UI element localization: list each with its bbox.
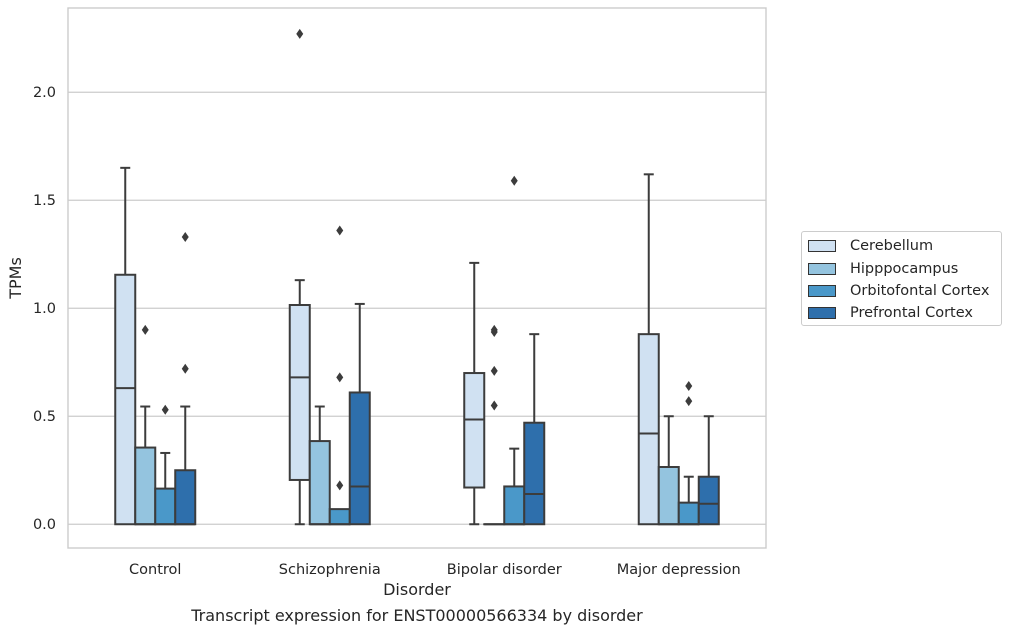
x-tick-label: Control: [129, 562, 181, 578]
box-3-1: [657, 415, 680, 526]
box-1-1: [308, 405, 331, 526]
plot-frame: [67, 7, 767, 549]
outlier-point: [685, 381, 693, 391]
legend-swatch-cerebellum: [808, 240, 836, 252]
legend-swatch-prefrontal: [808, 307, 836, 319]
box-1-3: [348, 302, 371, 526]
box-body: [677, 501, 700, 526]
box-body: [328, 508, 351, 526]
box-0-1: [134, 324, 157, 526]
box-2-0: [463, 261, 486, 526]
legend-item-orbitofrontal: Orbitofontal Cortex: [808, 282, 989, 300]
y-tick-label: 0.0: [33, 517, 56, 533]
box-body: [348, 391, 371, 526]
y-tick-label: 1.5: [33, 193, 56, 209]
outlier-point: [336, 225, 344, 236]
x-tick-label: Bipolar disorder: [447, 562, 562, 578]
box-body: [154, 487, 177, 526]
box-body: [503, 485, 526, 526]
box-body: [308, 440, 331, 526]
y-axis-label: TPMs: [6, 257, 25, 300]
box-0-3: [174, 231, 197, 526]
outlier-point: [161, 404, 169, 415]
y-tick-label: 2.0: [33, 85, 56, 101]
box-body: [288, 304, 311, 481]
box-body: [523, 421, 546, 526]
box-3-2: [677, 381, 700, 526]
outlier-point: [296, 28, 304, 39]
box-body: [134, 446, 157, 526]
legend-label-prefrontal: Prefrontal Cortex: [850, 305, 973, 321]
x-tick-label: Schizophrenia: [279, 562, 381, 578]
legend-label-hippocampus: Hipppocampus: [850, 261, 959, 277]
outlier-point: [685, 396, 693, 407]
outlier-point: [181, 363, 189, 374]
outlier-point: [336, 372, 344, 383]
box-3-3: [697, 415, 720, 526]
x-axis-label: Disorder: [383, 580, 451, 599]
box-2-1: [483, 324, 506, 526]
outlier-point: [336, 480, 344, 491]
legend-swatch-orbitofrontal: [808, 285, 836, 297]
legend-label-cerebellum: Cerebellum: [850, 238, 934, 254]
y-tick-label: 0.5: [33, 409, 56, 425]
outlier-point: [141, 324, 149, 335]
box-1-2: [328, 225, 351, 526]
legend-label-orbitofrontal: Orbitofontal Cortex: [850, 283, 990, 299]
outlier-point: [490, 324, 498, 335]
box-body: [637, 333, 660, 526]
box-body: [463, 372, 486, 489]
box-1-0: [288, 28, 311, 526]
box-0-0: [114, 166, 137, 526]
legend-item-prefrontal: Prefrontal Cortex: [808, 304, 973, 322]
legend: Cerebellum Hipppocampus Orbitofontal Cor…: [801, 231, 1002, 326]
box-0-2: [154, 404, 177, 526]
legend-item-cerebellum: Cerebellum: [808, 237, 933, 255]
y-tick-label: 1.0: [33, 301, 56, 317]
box-body: [114, 273, 137, 526]
box-body: [174, 469, 197, 526]
outlier-point: [490, 400, 498, 411]
legend-item-hippocampus: Hipppocampus: [808, 260, 958, 278]
box-body: [697, 475, 720, 526]
box-3-0: [637, 173, 660, 526]
box-body: [657, 466, 680, 526]
x-tick-label: Major depression: [617, 562, 741, 578]
outlier-point: [490, 365, 498, 376]
chart-caption: Transcript expression for ENST0000056633…: [191, 606, 643, 625]
outlier-point: [510, 175, 518, 186]
legend-swatch-hippocampus: [808, 263, 836, 275]
box-2-3: [523, 333, 546, 526]
outlier-point: [181, 231, 189, 242]
